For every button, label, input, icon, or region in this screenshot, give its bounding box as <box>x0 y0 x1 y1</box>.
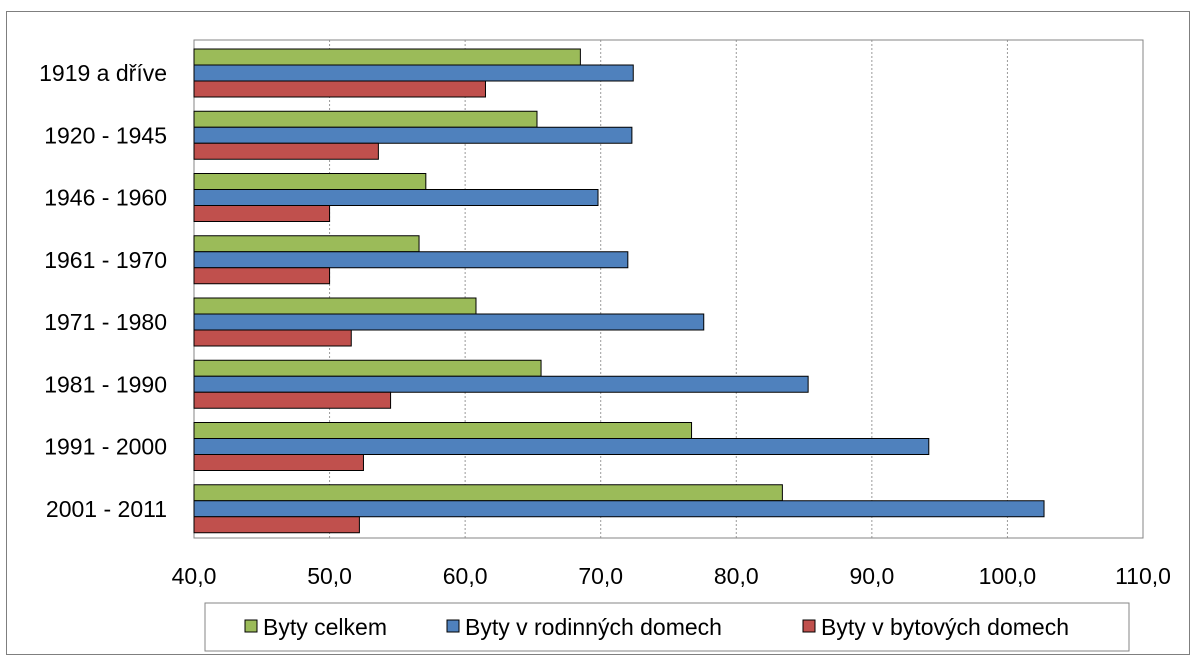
bar <box>193 516 360 534</box>
grid-lines <box>329 40 1008 538</box>
bar <box>193 110 538 128</box>
x-tick-label: 100,0 <box>979 563 1037 589</box>
legend-box <box>204 602 1130 652</box>
bar <box>193 297 477 315</box>
category-labels: 1919 a dříve 1920 - 1945 1946 - 1960 1961 -… <box>39 60 167 522</box>
bar <box>193 64 634 82</box>
x-tick-label: 40,0 <box>172 563 217 589</box>
category-label: 1981 - 1990 <box>44 371 167 397</box>
bar <box>193 48 581 66</box>
bar <box>193 251 629 269</box>
bar <box>193 391 392 409</box>
bar <box>193 205 331 222</box>
bar <box>193 313 705 331</box>
bar <box>193 359 542 377</box>
legend: Byty celkem Byty v rodinných domech Byty v… <box>204 602 1130 652</box>
legend-label: Byty v rodinných domech <box>465 614 722 640</box>
bar <box>193 189 599 206</box>
bar <box>193 375 809 393</box>
category-label: 1920 - 1945 <box>44 122 167 148</box>
category-label: 1971 - 1980 <box>44 309 167 335</box>
legend-swatch <box>802 619 816 633</box>
category-label: 1919 a dříve <box>39 60 167 86</box>
category-label: 1946 - 1960 <box>44 185 167 211</box>
bar <box>193 142 379 160</box>
x-tick-label: 110,0 <box>1115 563 1171 589</box>
bar <box>193 126 633 144</box>
bar <box>193 329 352 347</box>
legend-label: Byty celkem <box>263 614 387 640</box>
legend-label: Byty v bytových domech <box>821 614 1069 640</box>
category-label: 1961 - 1970 <box>44 247 167 273</box>
x-tick-label: 60,0 <box>443 563 488 589</box>
bar <box>193 80 486 98</box>
legend-swatch <box>446 619 460 633</box>
bar <box>193 235 420 253</box>
plot-area <box>193 39 1144 539</box>
x-tick-label: 70,0 <box>578 563 623 589</box>
x-tick-label: 80,0 <box>714 563 759 589</box>
bar <box>193 454 364 471</box>
bar <box>193 173 427 190</box>
x-tick-label: 50,0 <box>307 563 352 589</box>
bar <box>193 267 331 285</box>
bar <box>193 438 930 455</box>
bar <box>193 484 783 502</box>
x-tick-label: 90,0 <box>849 563 894 589</box>
legend-swatch <box>244 619 258 633</box>
bar <box>193 500 1045 518</box>
bar <box>193 422 693 439</box>
bars <box>193 48 1045 534</box>
category-label: 1991 - 2000 <box>44 434 167 460</box>
x-tick-labels: 40,0 50,0 60,0 70,0 80,0 90,0 100,0 110,0 <box>172 563 1171 589</box>
category-label: 2001 - 2011 <box>46 496 167 522</box>
